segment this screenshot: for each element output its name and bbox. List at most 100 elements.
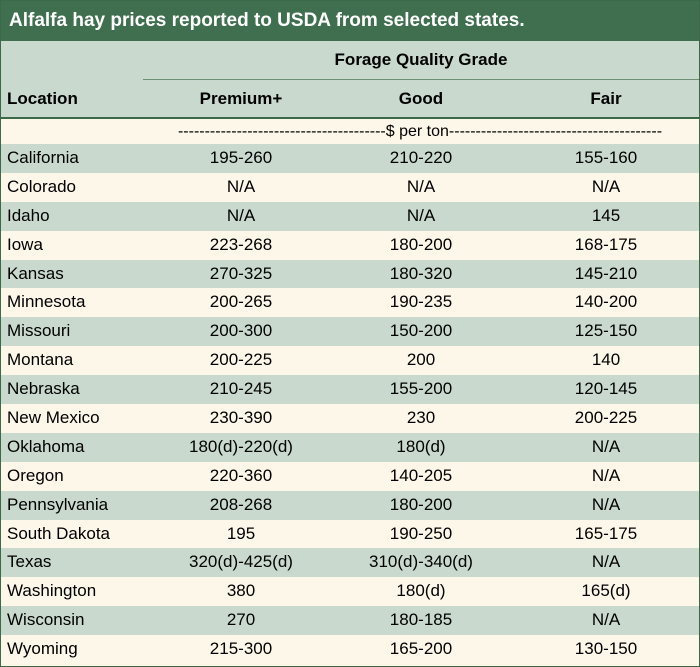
location-cell: Wyoming bbox=[7, 639, 78, 659]
fair-price-cell: 130-150 bbox=[574, 639, 638, 659]
table-body: California 195-260 210-220 155-160 Colorado N… bbox=[1, 144, 699, 665]
column-group-header: Forage Quality Grade bbox=[334, 50, 508, 69]
premium-price-cell: 210-245 bbox=[209, 379, 273, 399]
fair-price-cell: 155-160 bbox=[574, 148, 638, 167]
fair-price-cell: 140-200 bbox=[574, 292, 638, 312]
location-cell: Oregon bbox=[7, 465, 64, 485]
premium-price-cell: 195 bbox=[226, 523, 256, 543]
location-cell: Nebraska bbox=[7, 379, 80, 399]
good-price-cell: 210-220 bbox=[389, 148, 453, 167]
fair-price-cell: N/A bbox=[591, 436, 621, 456]
premium-price-cell: N/A bbox=[226, 205, 256, 225]
table-row: California 195-260 210-220 155-160 bbox=[1, 144, 699, 173]
table-row: Washington 380 180(d) 165(d) bbox=[1, 577, 699, 607]
table-row: Texas 320(d)-425(d) 310(d)-340(d) N/A bbox=[1, 548, 699, 578]
good-price-cell: N/A bbox=[406, 205, 436, 225]
table-row: Idaho N/A N/A 145 bbox=[1, 201, 699, 231]
units-label: ---------------------------------------$… bbox=[177, 123, 663, 140]
table-row: Colorado N/A N/A N/A bbox=[1, 172, 699, 202]
location-cell: Idaho bbox=[7, 205, 50, 225]
good-price-cell: 200 bbox=[406, 350, 436, 370]
fair-price-cell: N/A bbox=[591, 465, 621, 485]
fair-price-cell: 165-175 bbox=[574, 523, 638, 543]
fair-column-header: Fair bbox=[590, 89, 622, 108]
location-cell: Texas bbox=[7, 552, 52, 572]
good-price-cell: 165-200 bbox=[389, 639, 453, 659]
location-cell: Missouri bbox=[7, 321, 71, 341]
fair-price-cell: 165(d) bbox=[581, 581, 631, 601]
table-row: Oklahoma 180(d)-220(d) 180(d) N/A bbox=[1, 432, 699, 462]
premium-price-cell: 223-268 bbox=[209, 234, 273, 254]
premium-price-cell: 200-265 bbox=[209, 292, 273, 312]
premium-price-cell: 230-390 bbox=[209, 408, 273, 428]
good-price-cell: N/A bbox=[406, 176, 436, 196]
premium-price-cell: 320(d)-425(d) bbox=[189, 552, 293, 572]
table-row: Nebraska 210-245 155-200 120-145 bbox=[1, 375, 699, 405]
units-row: ---------------------------------------$… bbox=[1, 119, 699, 144]
location-cell: Wisconsin bbox=[7, 610, 85, 630]
location-cell: Iowa bbox=[7, 234, 43, 254]
location-cell: Kansas bbox=[7, 263, 64, 283]
fair-price-cell: N/A bbox=[591, 176, 621, 196]
good-price-cell: 190-250 bbox=[389, 523, 453, 543]
location-column-header: Location bbox=[7, 89, 78, 108]
good-price-cell: 190-235 bbox=[389, 292, 453, 312]
premium-price-cell: 180(d)-220(d) bbox=[189, 436, 293, 456]
table-row: Montana 200-225 200 140 bbox=[1, 346, 699, 376]
premium-price-cell: 270-325 bbox=[209, 263, 273, 283]
premium-column-header: Premium+ bbox=[199, 89, 283, 108]
good-price-cell: 180-200 bbox=[389, 234, 453, 254]
premium-price-cell: N/A bbox=[226, 176, 256, 196]
good-price-cell: 180(d) bbox=[396, 436, 446, 456]
location-cell: Montana bbox=[7, 350, 74, 370]
premium-price-cell: 215-300 bbox=[209, 639, 273, 659]
location-cell: California bbox=[7, 148, 79, 167]
table-row: Wisconsin 270 180-185 N/A bbox=[1, 606, 699, 636]
premium-price-cell: 195-260 bbox=[209, 148, 273, 167]
fair-price-cell: 200-225 bbox=[574, 408, 638, 428]
table-row: Wyoming 215-300 165-200 130-150 bbox=[1, 635, 699, 665]
fair-price-cell: 140 bbox=[591, 350, 621, 370]
header-divider bbox=[1, 117, 699, 119]
table-row: Iowa 223-268 180-200 168-175 bbox=[1, 230, 699, 260]
fair-price-cell: N/A bbox=[591, 610, 621, 630]
good-price-cell: 230 bbox=[406, 408, 436, 428]
group-header-rule bbox=[143, 79, 699, 80]
location-cell: New Mexico bbox=[7, 408, 100, 428]
good-column-header: Good bbox=[398, 89, 444, 108]
good-price-cell: 310(d)-340(d) bbox=[369, 552, 473, 572]
fair-price-cell: N/A bbox=[591, 494, 621, 514]
table-row: Minnesota 200-265 190-235 140-200 bbox=[1, 288, 699, 318]
location-cell: Colorado bbox=[7, 176, 76, 196]
premium-price-cell: 270 bbox=[226, 610, 256, 630]
premium-price-cell: 200-225 bbox=[209, 350, 273, 370]
good-price-cell: 155-200 bbox=[389, 379, 453, 399]
table-row: Kansas 270-325 180-320 145-210 bbox=[1, 259, 699, 289]
fair-price-cell: 125-150 bbox=[574, 321, 638, 341]
location-cell: Washington bbox=[7, 581, 97, 601]
good-price-cell: 150-200 bbox=[389, 321, 453, 341]
table-row: Pennsylvania 208-268 180-200 N/A bbox=[1, 490, 699, 520]
good-price-cell: 140-205 bbox=[389, 465, 453, 485]
table-row: Missouri 200-300 150-200 125-150 bbox=[1, 317, 699, 347]
fair-price-cell: 120-145 bbox=[574, 379, 638, 399]
premium-price-cell: 208-268 bbox=[209, 494, 273, 514]
good-price-cell: 180-200 bbox=[389, 494, 453, 514]
location-cell: Minnesota bbox=[7, 292, 86, 312]
premium-price-cell: 380 bbox=[226, 581, 256, 601]
table-row: South Dakota 195 190-250 165-175 bbox=[1, 519, 699, 549]
fair-price-cell: 168-175 bbox=[574, 234, 638, 254]
location-cell: Pennsylvania bbox=[7, 494, 109, 514]
good-price-cell: 180-320 bbox=[389, 263, 453, 283]
fair-price-cell: N/A bbox=[591, 552, 621, 572]
location-cell: South Dakota bbox=[7, 523, 111, 543]
fair-price-cell: 145 bbox=[591, 205, 621, 225]
location-cell: Oklahoma bbox=[7, 436, 85, 456]
premium-price-cell: 200-300 bbox=[209, 321, 273, 341]
table-row: New Mexico 230-390 230 200-225 bbox=[1, 404, 699, 433]
good-price-cell: 180-185 bbox=[389, 610, 453, 630]
good-price-cell: 180(d) bbox=[396, 581, 446, 601]
table-title: Alfalfa hay prices reported to USDA from… bbox=[1, 1, 699, 41]
table-row: Oregon 220-360 140-205 N/A bbox=[1, 461, 699, 491]
